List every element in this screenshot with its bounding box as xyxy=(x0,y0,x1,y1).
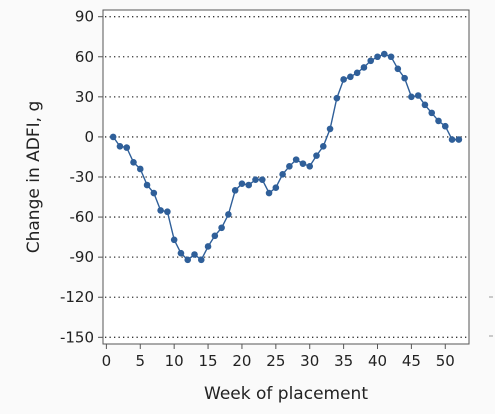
data-point xyxy=(326,125,334,133)
x-axis: 0 5 10 15 20 25 30 35 40 45 50 xyxy=(102,344,455,370)
y-tick-label-2: 30 xyxy=(75,88,94,106)
data-point xyxy=(184,256,192,264)
data-point xyxy=(252,176,259,183)
data-point xyxy=(123,144,131,151)
x-tick-label-6: 30 xyxy=(300,352,319,370)
data-point xyxy=(130,159,137,166)
x-tick-label-5: 25 xyxy=(266,352,285,370)
y-tick-label-6: -90 xyxy=(70,248,95,266)
data-point xyxy=(435,117,442,125)
x-tick-label-7: 35 xyxy=(334,352,353,370)
data-point xyxy=(109,133,117,141)
data-point xyxy=(401,74,408,82)
data-point xyxy=(204,243,212,250)
x-tick-label-10: 50 xyxy=(436,352,455,370)
y-tick-label-3: 0 xyxy=(84,128,94,146)
data-point xyxy=(306,163,314,170)
data-point xyxy=(387,53,395,61)
data-point xyxy=(455,136,463,143)
data-point xyxy=(421,101,429,109)
series-layer xyxy=(109,50,463,264)
data-point xyxy=(143,181,151,189)
data-point xyxy=(157,207,164,214)
y-tick-label-1: 60 xyxy=(75,48,94,66)
x-axis-label: Week of placement xyxy=(204,384,368,404)
data-point xyxy=(414,92,422,99)
data-point xyxy=(272,184,280,191)
data-point xyxy=(150,189,158,197)
data-point xyxy=(299,160,307,167)
data-point xyxy=(245,181,253,189)
data-point xyxy=(211,232,219,240)
data-point xyxy=(231,187,239,194)
x-tick-label-8: 40 xyxy=(368,352,387,370)
x-tick-label-4: 20 xyxy=(232,352,251,370)
data-point xyxy=(333,94,341,102)
data-point xyxy=(286,163,293,170)
data-point xyxy=(441,122,449,130)
data-point xyxy=(367,57,375,65)
data-point xyxy=(448,136,456,143)
data-point xyxy=(164,208,171,216)
y-tick-label-4: -30 xyxy=(70,168,95,186)
x-tick-label-1: 5 xyxy=(136,352,146,370)
y-tick-label-7: -120 xyxy=(60,288,94,306)
data-point xyxy=(340,76,347,83)
data-point xyxy=(191,251,198,258)
x-tick-label-2: 10 xyxy=(165,352,184,370)
data-point xyxy=(319,142,327,150)
data-point xyxy=(238,180,246,187)
data-point xyxy=(313,152,320,159)
data-point xyxy=(380,50,388,58)
gridlines xyxy=(105,16,467,338)
data-point xyxy=(136,165,144,173)
data-point xyxy=(265,189,273,197)
data-point xyxy=(292,156,300,163)
data-point xyxy=(177,249,185,257)
data-point xyxy=(428,109,436,117)
data-point xyxy=(408,93,415,101)
y-tick-label-5: -60 xyxy=(70,208,95,226)
y-tick-label-0: 90 xyxy=(75,8,94,26)
data-point xyxy=(374,53,381,61)
data-point xyxy=(347,73,354,81)
series-line-0 xyxy=(112,53,459,261)
x-tick-label-9: 45 xyxy=(402,352,421,370)
data-point xyxy=(279,171,286,178)
data-point xyxy=(360,64,368,71)
data-point xyxy=(170,236,178,244)
data-point xyxy=(353,69,361,77)
y-axis-label: Change in ADFI, g xyxy=(24,101,44,254)
data-point xyxy=(116,142,124,150)
data-point xyxy=(258,176,266,183)
data-point xyxy=(218,224,225,232)
y-tick-label-8: -150 xyxy=(60,328,94,346)
x-tick-label-0: 0 xyxy=(102,352,112,370)
y-axis: 90 60 30 0 -30 -60 -90 -120 -150 xyxy=(60,8,103,346)
data-point xyxy=(394,65,402,73)
data-point xyxy=(225,211,232,218)
data-point xyxy=(197,256,205,264)
x-tick-label-3: 15 xyxy=(199,352,218,370)
